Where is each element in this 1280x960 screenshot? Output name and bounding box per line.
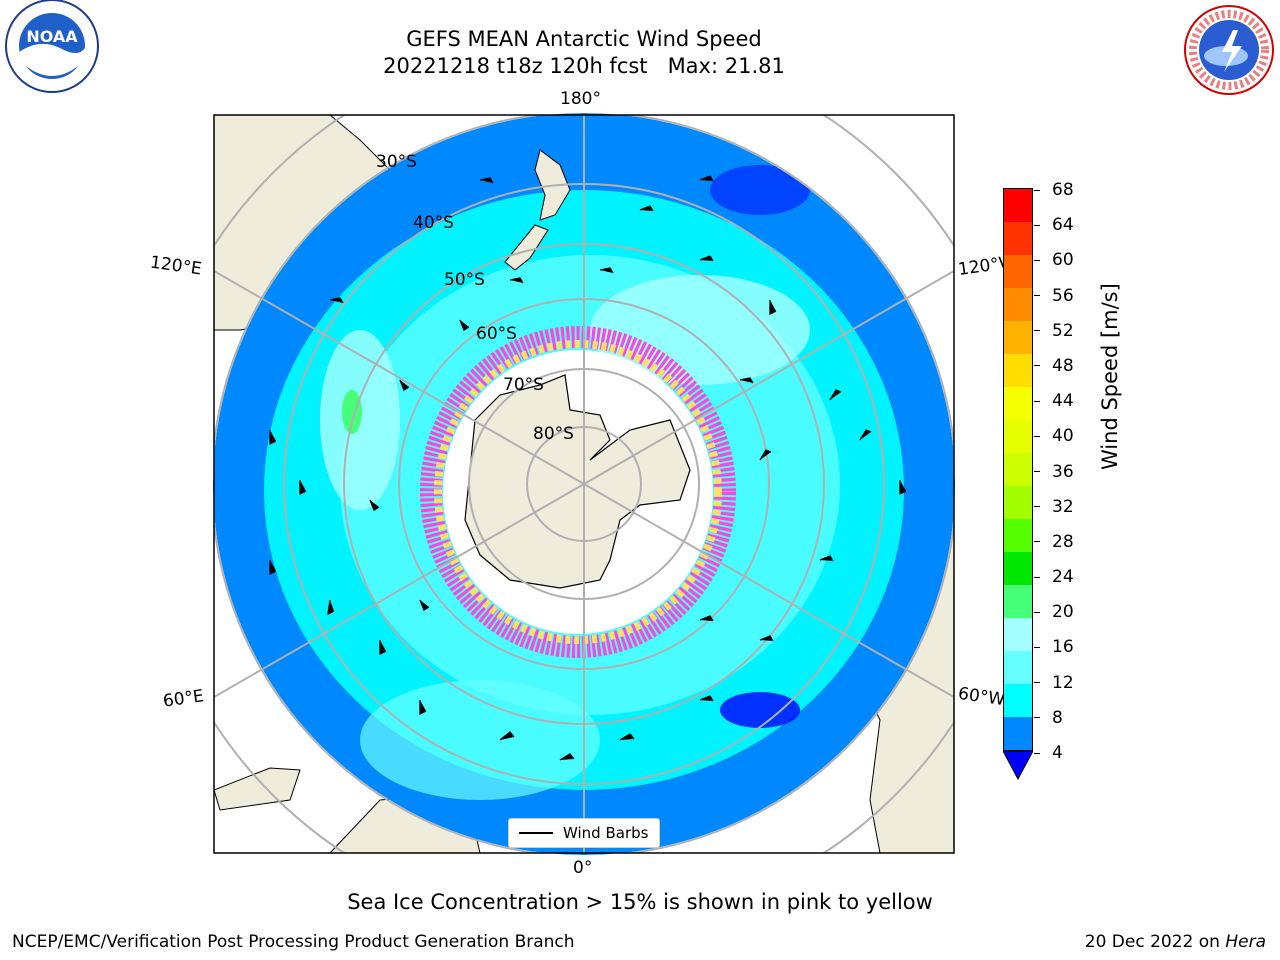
colorbar-segment: [1004, 486, 1032, 519]
colorbar-segment: [1004, 552, 1032, 585]
sea-ice-pink: [420, 326, 736, 658]
colorbar-tick-label: 32: [1034, 497, 1074, 517]
colorbar-segment: [1004, 189, 1032, 222]
lat-label-70s: 70°S: [503, 375, 544, 395]
colorbar-tick-label: 36: [1034, 462, 1074, 482]
colorbar-tick-label: 60: [1034, 250, 1074, 270]
sea-ice-yellow: [434, 340, 722, 644]
colorbar-segment: [1004, 585, 1032, 618]
colorbar-tick-label: 64: [1034, 215, 1074, 235]
chart-subtitle: 20221218 t18z 120h fcst Max: 21.81: [383, 54, 785, 78]
lat-label-50s: 50°S: [444, 270, 485, 290]
date-line: 20 Dec 2022 on Hera: [1085, 932, 1266, 952]
colorbar-tick-label: 4: [1034, 743, 1063, 763]
wind-band-20-24: [342, 390, 362, 434]
colorbar-segment: [1004, 453, 1032, 486]
map-legend: Wind Barbs: [508, 818, 660, 848]
colorbar-tick-label: 52: [1034, 321, 1074, 341]
map-frame: [213, 114, 955, 854]
legend-label: Wind Barbs: [563, 824, 649, 842]
wind-barbs: [269, 175, 907, 761]
graticule: [214, 115, 954, 853]
colorbar-segment: [1004, 255, 1032, 288]
colorbar-tick-label: 12: [1034, 673, 1074, 693]
colorbar-label: Wind Speed [m/s]: [1098, 283, 1122, 470]
colorbar-tick-label: 56: [1034, 286, 1074, 306]
colorbar-tick-label: 16: [1034, 637, 1074, 657]
lat-label-80s: 80°S: [533, 424, 574, 444]
legend-line-swatch: [519, 832, 553, 834]
colorbar-extend-arrow: [1003, 751, 1033, 781]
wind-band-12-16-south: [360, 680, 600, 800]
lat-label-40s: 40°S: [413, 213, 454, 233]
colorbar-segment: [1004, 717, 1032, 750]
lon-label-0: 0°: [573, 858, 593, 878]
date-text: 20 Dec 2022 on: [1084, 932, 1220, 952]
colorbar-tick-label: 68: [1034, 180, 1074, 200]
colorbar-segment: [1004, 321, 1032, 354]
colorbar-segment: [1004, 618, 1032, 651]
sea-ice-note: Sea Ice Concentration > 15% is shown in …: [347, 890, 933, 914]
colorbar-segment: [1004, 651, 1032, 684]
colorbar-tick-label: 8: [1034, 708, 1063, 728]
chart-title: GEFS MEAN Antarctic Wind Speed: [406, 27, 762, 51]
colorbar: [1003, 188, 1033, 751]
wind-band-low: [720, 692, 800, 728]
credit-line: NCEP/EMC/Verification Post Processing Pr…: [12, 932, 575, 952]
colorbar-tick-label: 28: [1034, 532, 1074, 552]
colorbar-segment: [1004, 387, 1032, 420]
colorbar-segment: [1004, 684, 1032, 717]
machine-name: Hera: [1225, 932, 1266, 952]
colorbar-tick-label: 44: [1034, 391, 1074, 411]
antarctica: [464, 374, 691, 589]
colorbar-segment: [1004, 420, 1032, 453]
colorbar-tick-label: 20: [1034, 602, 1074, 622]
colorbar-tick-label: 48: [1034, 356, 1074, 376]
noaa-logo: NOAA: [5, 0, 99, 93]
colorbar-segment: [1004, 288, 1032, 321]
wind-band-low-north: [710, 165, 810, 215]
lat-label-30s: 30°S: [376, 152, 417, 172]
colorbar-segment: [1004, 354, 1032, 387]
colorbar-tick-label: 40: [1034, 426, 1074, 446]
svg-text:NOAA: NOAA: [26, 27, 78, 46]
colorbar-segment: [1004, 519, 1032, 552]
nws-logo: [1184, 5, 1274, 95]
lon-label-180: 180°: [560, 89, 601, 109]
colorbar-tick-label: 24: [1034, 567, 1074, 587]
colorbar-segment: [1004, 222, 1032, 255]
lat-label-60s: 60°S: [476, 324, 517, 344]
